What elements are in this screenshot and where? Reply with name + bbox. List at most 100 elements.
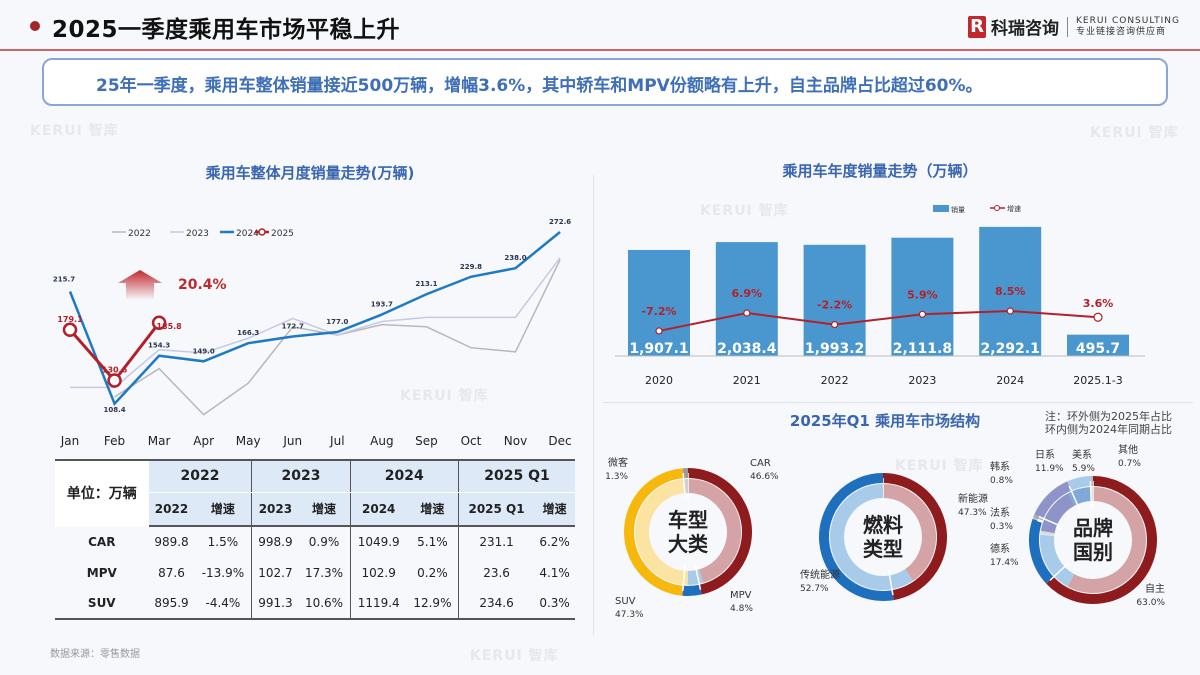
legend-label: 2022 xyxy=(128,229,151,239)
table-cell: 991.3 xyxy=(251,588,299,620)
page-title: 2025一季度乘用车市场平稳上升 xyxy=(52,17,401,43)
slice-value: 11.9% xyxy=(1035,464,1064,474)
data-label-2024: 193.7 xyxy=(371,301,393,309)
data-label-2024: 229.8 xyxy=(460,263,482,271)
table-row: CAR 989.8 1.5% 998.9 0.9% 1049.9 5.1% 231.1 6.2% xyxy=(55,526,575,557)
marker-2025 xyxy=(62,322,78,338)
column-header: 2024 xyxy=(350,492,407,527)
legend-marker xyxy=(258,228,266,236)
x-tick-label: Feb xyxy=(104,434,125,448)
title-divider xyxy=(0,49,1200,51)
x-tick-label: 2023 xyxy=(908,374,936,387)
bar-value-label: 1,993.2 xyxy=(805,341,864,357)
bar xyxy=(891,237,954,356)
table-cell: 87.6 xyxy=(158,565,185,580)
table-cell: 989.8 xyxy=(154,535,189,549)
bar-chart-title: 乘用车年度销量走势（万辆） xyxy=(782,162,978,180)
slice-name: MPV xyxy=(730,590,752,601)
donut-outer-slice-韩系 xyxy=(1033,514,1044,522)
donut-outer-slice-MPV xyxy=(682,584,702,596)
donut-outer-slice-美系 xyxy=(1067,476,1091,491)
group-header: 2023 xyxy=(251,459,351,493)
data-label-2024: 149.0 xyxy=(193,347,215,355)
slice-gap xyxy=(1089,481,1093,508)
donut-center-label: 车型大类 xyxy=(668,508,708,556)
logo-mark: R xyxy=(968,15,986,38)
table-cell: 102.7 xyxy=(258,565,293,580)
column-header: 增速 xyxy=(194,492,253,527)
logo-cn: 科瑞咨询 xyxy=(991,19,1059,39)
slice-value: 0.8% xyxy=(990,476,1013,486)
slice-name: SUV xyxy=(615,596,636,607)
column-header: 增速 xyxy=(534,492,575,527)
watermark: KERUI 智库 xyxy=(700,203,789,219)
table-cell: 0.3% xyxy=(534,588,575,620)
slice-name: 微客 xyxy=(608,456,628,469)
donut-inner-slice-德系 xyxy=(1040,534,1075,587)
bar xyxy=(979,226,1042,356)
donut-inner-slice-日系 xyxy=(1040,493,1075,534)
table-row: MPV 87.6 -13.9% 102.7 17.3% 102.9 0.2% 23.6 4.1% xyxy=(55,557,575,588)
table-cell: 1.5% xyxy=(194,526,253,557)
slice-value: 63.0% xyxy=(1136,598,1165,608)
watermark: KERUI 智库 xyxy=(1090,125,1179,141)
slice-gap xyxy=(694,564,702,590)
growth-label: 6.9% xyxy=(732,287,763,300)
unit-label: 单位：万辆 xyxy=(55,459,149,527)
slice-name: CAR xyxy=(750,458,771,469)
watermark: KERUI 智库 xyxy=(470,648,559,664)
column-header: 增速 xyxy=(298,492,351,527)
data-label-2024: 213.1 xyxy=(415,280,437,288)
donut-inner-slice-MPV xyxy=(687,569,704,585)
slice-name: 法系 xyxy=(990,506,1010,519)
legend-marker xyxy=(994,205,1000,211)
slice-name: 自主 xyxy=(1145,582,1165,595)
legend-swatch xyxy=(933,205,949,212)
growth-marker xyxy=(918,310,927,318)
slice-value: 46.6% xyxy=(750,472,779,482)
bar-value-label: 2,038.4 xyxy=(717,341,777,357)
slice-name: 美系 xyxy=(1072,448,1092,461)
group-header: 2025 Q1 xyxy=(458,459,575,493)
bar-value-label: 2,292.1 xyxy=(981,341,1040,357)
growth-label: 5.9% xyxy=(907,288,938,301)
series-line-2024 xyxy=(68,231,561,407)
x-tick-label: Jul xyxy=(329,434,344,448)
bar xyxy=(1067,334,1129,356)
group-header: 2022 xyxy=(148,459,253,493)
slice-name: 传统能源 xyxy=(800,568,840,581)
table-cell: 17.3% xyxy=(298,557,351,588)
table-cell: 231.1 xyxy=(479,535,514,549)
legend-label: 2024 xyxy=(236,229,259,239)
line-chart-title: 乘用车整体月度销量走势(万辆) xyxy=(205,164,415,182)
x-tick-label: Dec xyxy=(548,434,571,448)
x-tick-label: Nov xyxy=(504,434,527,448)
marker-2025 xyxy=(151,315,167,331)
x-tick-label: 2025.1-3 xyxy=(1073,374,1122,387)
legend-label: 销量 xyxy=(951,205,965,214)
donut-outer-slice-自主 xyxy=(1046,476,1157,604)
bar xyxy=(803,244,866,356)
donut-inner-slice-CAR xyxy=(687,479,741,583)
table-cell: -13.9% xyxy=(194,557,253,588)
table-cell: -4.4% xyxy=(194,588,253,620)
up-arrow-icon xyxy=(118,270,162,300)
slice-value: 17.4% xyxy=(990,558,1019,568)
data-label-2024: 172.7 xyxy=(282,322,304,330)
table-cell: 1049.9 xyxy=(357,535,400,549)
table-cell: 998.9 xyxy=(258,535,293,549)
legend-label: 增速 xyxy=(1007,204,1021,213)
table-cell: 102.9 xyxy=(361,565,396,580)
growth-label: -2.2% xyxy=(817,299,852,312)
slice-gap xyxy=(1038,515,1064,528)
column-header: 2022 xyxy=(148,492,195,527)
table-cell: 6.2% xyxy=(539,535,570,549)
table-cell: 895.9 xyxy=(148,588,195,620)
logo-en: KERUI CONSULTING 专业链接咨询供应商 xyxy=(1076,15,1180,37)
slice-gap xyxy=(682,473,687,500)
x-tick-label: 2024 xyxy=(996,374,1024,387)
x-tick-label: Oct xyxy=(461,434,482,448)
table-cell: 5.1% xyxy=(406,526,459,557)
title-bullet xyxy=(30,21,40,31)
